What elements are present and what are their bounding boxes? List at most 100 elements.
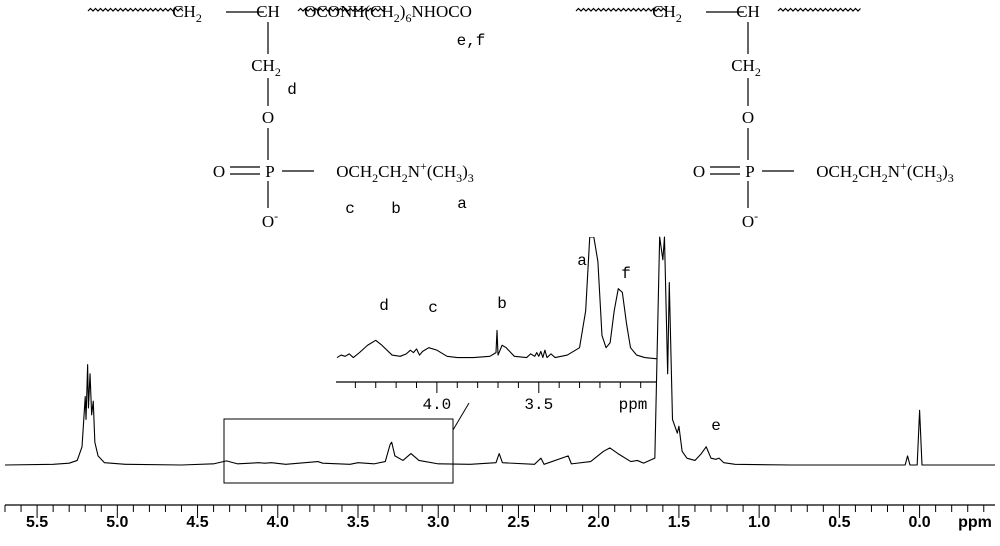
- proton-label: c: [345, 200, 355, 218]
- chem-text: CH: [652, 2, 676, 21]
- peak-label: b: [497, 295, 507, 313]
- chem-subscript: 2: [882, 171, 888, 185]
- chem-text: CH: [251, 56, 275, 75]
- x-tick-label: 0.5: [828, 514, 850, 531]
- chem-text: (CH: [907, 162, 936, 181]
- wavy-bond: [575, 7, 667, 12]
- chem-subscript: 2: [676, 11, 682, 25]
- chem-group: CH: [736, 2, 760, 21]
- chem-text: (CH: [427, 162, 456, 181]
- chem-text: CH: [858, 162, 882, 181]
- chem-subscript: 6: [405, 11, 411, 25]
- chem-group: CH2: [251, 56, 281, 79]
- chem-superscript: -: [754, 209, 758, 223]
- chem-text: ): [462, 162, 468, 181]
- chem-text: CH: [736, 2, 760, 21]
- wavy-bond: [777, 7, 861, 12]
- spectrum-line: [336, 237, 657, 360]
- chem-subscript: 2: [196, 11, 202, 25]
- x-tick-label: 2.0: [588, 514, 610, 531]
- chem-text: CH: [172, 2, 196, 21]
- peak-label: f: [621, 265, 631, 283]
- zoom-connector: [452, 402, 470, 431]
- chem-text: ): [400, 2, 406, 21]
- chem-text: O: [742, 108, 754, 127]
- chem-group: CH2: [652, 2, 682, 25]
- x-tick-label: 4.0: [422, 396, 451, 414]
- inset-spectrum: 4.0 3.5 ppm: [336, 237, 657, 414]
- chem-superscript: -: [274, 209, 278, 223]
- chem-text: N: [888, 162, 900, 181]
- x-axis-label: ppm: [958, 514, 992, 531]
- chem-subscript: 3: [936, 171, 942, 185]
- chem-subscript: 3: [456, 171, 462, 185]
- proton-label: e,f: [457, 32, 486, 50]
- chem-group: O: [213, 162, 225, 181]
- chem-group: CH: [256, 2, 280, 21]
- peak-label: a: [577, 252, 587, 270]
- chem-text: O: [213, 162, 225, 181]
- chem-group: O: [742, 108, 754, 127]
- chem-text: O: [742, 212, 754, 231]
- chem-subscript: 2: [755, 65, 761, 79]
- chem-group: OCH2CH2N+(CH3)3: [336, 159, 474, 185]
- chem-group: O-: [742, 209, 758, 231]
- chem-group: CH2: [731, 56, 761, 79]
- chem-superscript: +: [900, 159, 907, 173]
- chem-text: CH: [378, 162, 402, 181]
- peak-label: c: [428, 299, 438, 317]
- chem-text: O: [262, 108, 274, 127]
- chem-text: P: [745, 162, 754, 181]
- x-tick-label: 0.0: [908, 514, 930, 531]
- chem-text: OCH: [816, 162, 852, 181]
- chem-group: CH2: [172, 2, 202, 25]
- chem-text: OCH: [336, 162, 372, 181]
- chem-text: NHOCO: [411, 2, 471, 21]
- peak-label: d: [379, 297, 389, 315]
- x-tick-label: 3.5: [347, 514, 369, 531]
- wavy-bond: [87, 7, 184, 12]
- chem-superscript: +: [420, 159, 427, 173]
- chem-subscript: 2: [852, 171, 858, 185]
- chem-text: OCONH(CH: [304, 2, 394, 21]
- peak-label: e: [711, 417, 721, 435]
- chem-group: O: [262, 108, 274, 127]
- chem-text: O: [262, 212, 274, 231]
- x-tick-label: 4.0: [267, 514, 289, 531]
- spectrum-line: [4, 236, 995, 466]
- chem-subscript: 2: [372, 171, 378, 185]
- chem-text: CH: [731, 56, 755, 75]
- main-spectrum: 5.5 5.0 4.5 4.0 3.5 3.0 2.5 2.0 1.5 1.0 0.5 0.0 ppm: [4, 236, 995, 531]
- structure-bonds: [226, 11, 794, 208]
- chem-group: P: [745, 162, 754, 181]
- polymer-chain: [87, 7, 861, 12]
- chem-group: OCONH(CH2)6NHOCO: [304, 2, 472, 25]
- chem-text: O: [693, 162, 705, 181]
- chem-group: OCH2CH2N+(CH3)3: [816, 159, 954, 185]
- x-tick-label: 5.5: [26, 514, 48, 531]
- x-tick-label: 1.5: [668, 514, 690, 531]
- chem-subscript: 3: [948, 171, 954, 185]
- chem-text: N: [408, 162, 420, 181]
- x-tick-label: 5.0: [106, 514, 128, 531]
- chem-subscript: 3: [468, 171, 474, 185]
- proton-label: d: [287, 81, 297, 99]
- x-tick-label: 1.0: [748, 514, 770, 531]
- chem-text: CH: [256, 2, 280, 21]
- wavy-bond: [297, 7, 386, 12]
- proton-label: a: [457, 195, 467, 213]
- chem-subscript: 2: [394, 11, 400, 25]
- chem-group: O-: [262, 209, 278, 231]
- chem-text: P: [265, 162, 274, 181]
- chem-subscript: 2: [402, 171, 408, 185]
- zoom-box: [223, 418, 454, 484]
- chem-group: O: [693, 162, 705, 181]
- chem-text: ): [942, 162, 948, 181]
- x-axis-label: ppm: [619, 396, 648, 414]
- x-tick-label: 4.5: [186, 514, 208, 531]
- chem-subscript: 2: [275, 65, 281, 79]
- x-tick-label: 2.5: [507, 514, 529, 531]
- x-tick-label: 3.0: [427, 514, 449, 531]
- proton-label: b: [391, 200, 401, 218]
